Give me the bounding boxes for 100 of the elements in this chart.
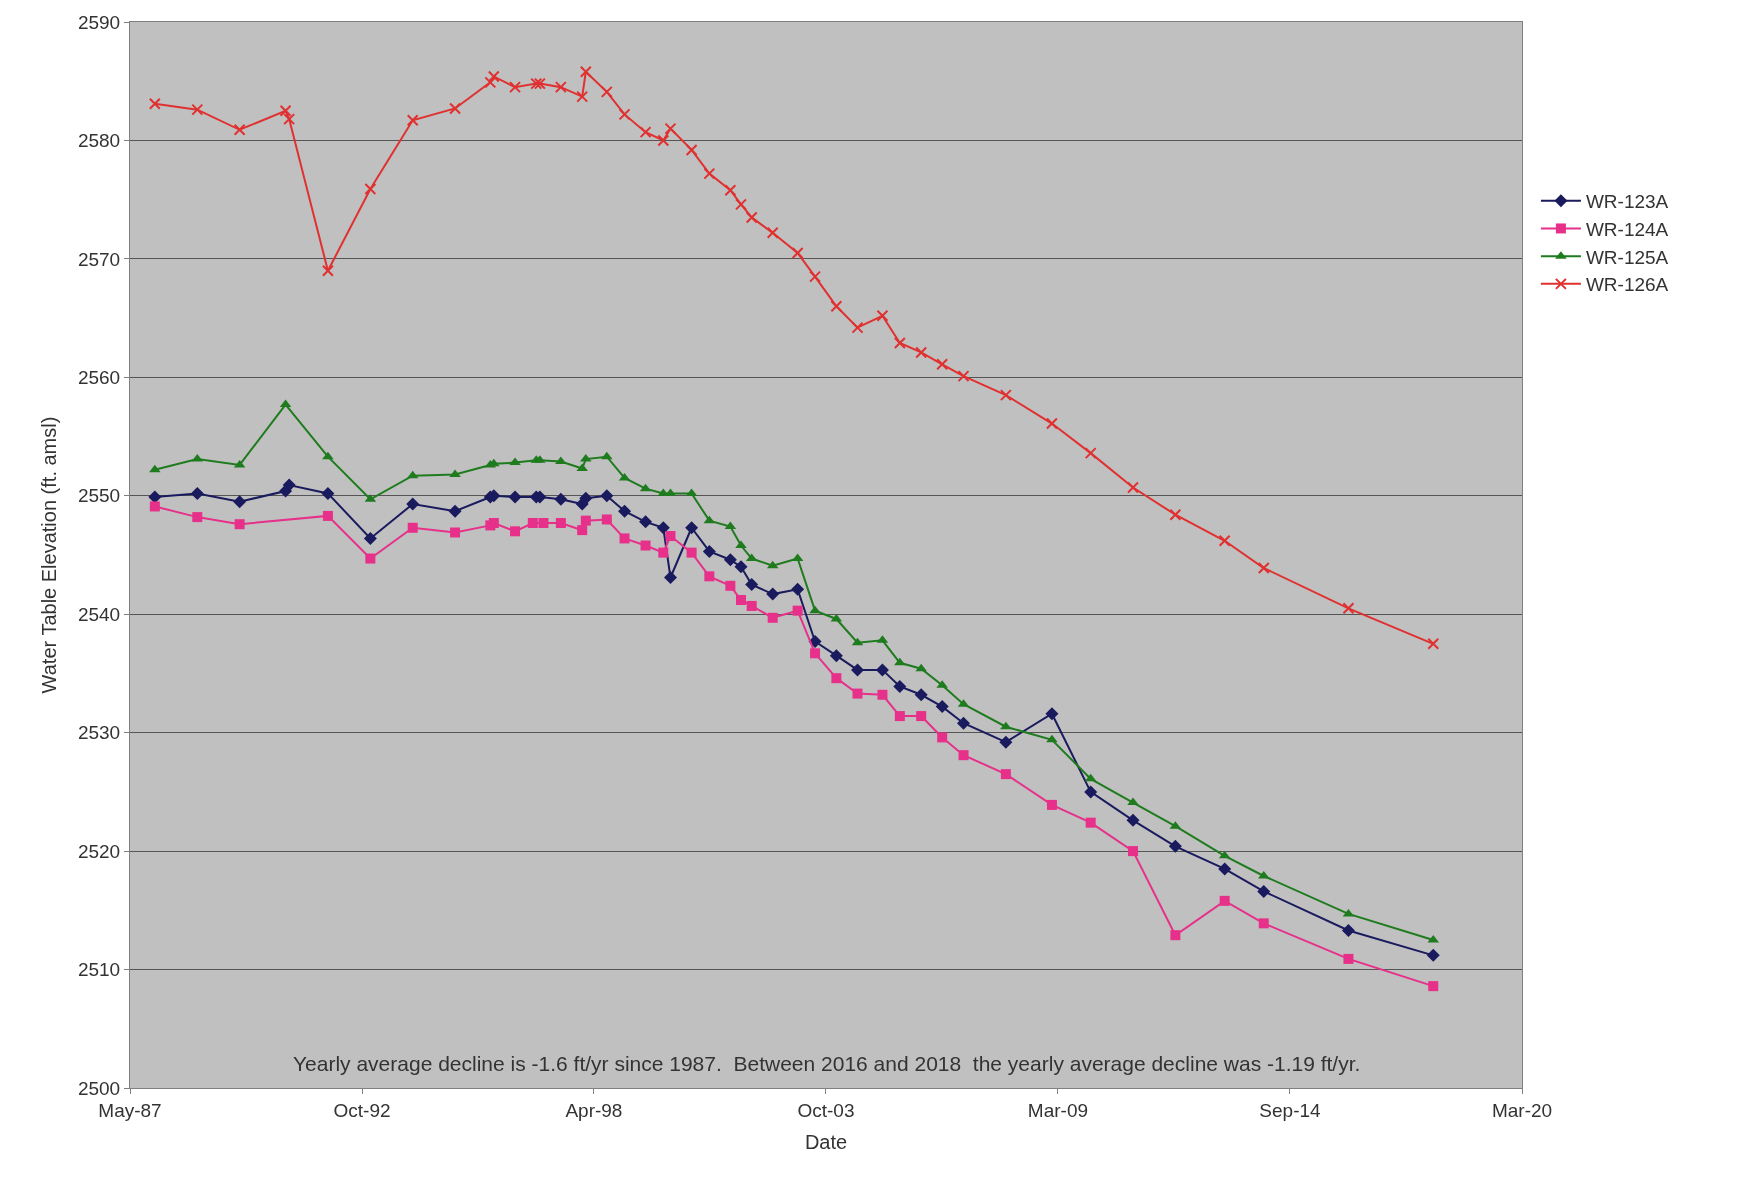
y-tick-label: 2560 — [77, 366, 121, 388]
x-tick-label: Oct-92 — [333, 1099, 391, 1121]
point — [148, 490, 162, 504]
point — [1169, 508, 1182, 521]
point — [363, 531, 377, 545]
point — [233, 495, 247, 509]
y-tick-label: 2500 — [77, 1077, 121, 1099]
point — [766, 226, 779, 239]
point — [876, 309, 889, 322]
point — [791, 582, 805, 596]
point — [999, 389, 1012, 402]
point — [449, 102, 462, 115]
point — [1045, 417, 1058, 430]
point — [703, 167, 716, 180]
point — [685, 143, 698, 156]
point — [406, 114, 419, 127]
point — [957, 370, 970, 383]
point — [1000, 721, 1012, 730]
point — [364, 183, 377, 196]
point — [508, 490, 522, 504]
point — [937, 732, 948, 743]
point — [809, 270, 822, 283]
x-tick-label: May-87 — [98, 1099, 162, 1121]
point — [233, 123, 246, 136]
point — [809, 605, 821, 614]
point — [619, 533, 630, 544]
point — [957, 716, 971, 730]
point — [600, 85, 613, 98]
point — [810, 648, 821, 659]
point — [1084, 447, 1097, 460]
point — [791, 246, 804, 259]
point — [279, 104, 292, 117]
point — [745, 578, 759, 592]
x-tick-label: Mar-09 — [1027, 1099, 1089, 1121]
legend-label: WR-124A — [1585, 218, 1669, 240]
x-tick-label: Oct-03 — [797, 1099, 855, 1121]
point — [450, 527, 461, 538]
point — [1127, 797, 1139, 806]
point — [577, 525, 588, 536]
point — [600, 489, 614, 503]
y-tick-label: 2530 — [77, 722, 121, 744]
point — [579, 65, 592, 78]
point — [322, 451, 334, 460]
point — [601, 451, 613, 460]
point — [1342, 602, 1355, 615]
y-tick-label: 2580 — [77, 130, 121, 152]
point — [601, 514, 612, 525]
point — [618, 504, 632, 518]
point — [915, 663, 927, 672]
point — [735, 540, 747, 549]
point — [190, 486, 204, 500]
point — [580, 515, 591, 526]
y-tick-label: 2520 — [77, 840, 121, 862]
point — [639, 515, 653, 529]
point — [746, 600, 757, 611]
point — [234, 519, 245, 530]
point — [283, 113, 296, 126]
point — [851, 663, 864, 677]
point — [658, 547, 669, 558]
point — [914, 688, 928, 702]
legend-label: WR-126A — [1585, 274, 1669, 296]
y-tick-label: 2550 — [77, 485, 121, 507]
annotation: Yearly average decline is -1.6 ft/yr since 1987. Between 2016 and 2018 the yearly average decline was -1.19 ft/yr. — [293, 1052, 1361, 1075]
point — [958, 750, 969, 761]
point — [1218, 862, 1232, 876]
point — [685, 521, 699, 535]
legend-label: WR-123A — [1585, 191, 1669, 213]
point — [1045, 707, 1059, 721]
point — [657, 134, 670, 147]
x-tick-label: Sep-14 — [1259, 1099, 1322, 1121]
point — [640, 540, 651, 551]
point — [1168, 839, 1182, 853]
point — [448, 504, 462, 518]
point — [734, 560, 748, 574]
point — [893, 679, 907, 693]
y-tick-label: 2570 — [77, 248, 121, 270]
point — [149, 464, 161, 473]
point — [618, 108, 631, 121]
point — [322, 510, 333, 521]
point — [510, 526, 521, 537]
point — [407, 522, 418, 533]
point — [538, 518, 549, 529]
point — [639, 126, 652, 139]
point — [663, 571, 677, 584]
point — [704, 571, 715, 582]
point — [831, 673, 842, 684]
point — [999, 735, 1013, 749]
point — [509, 457, 521, 466]
point — [1046, 734, 1058, 743]
point — [1000, 769, 1011, 780]
point — [656, 521, 670, 535]
point — [792, 605, 803, 616]
point — [509, 81, 522, 94]
point — [875, 663, 889, 677]
point — [576, 90, 589, 103]
point — [1128, 846, 1139, 857]
point — [935, 700, 949, 714]
point — [1341, 923, 1355, 937]
y-tick-label: 2540 — [77, 603, 121, 625]
point — [745, 211, 758, 224]
